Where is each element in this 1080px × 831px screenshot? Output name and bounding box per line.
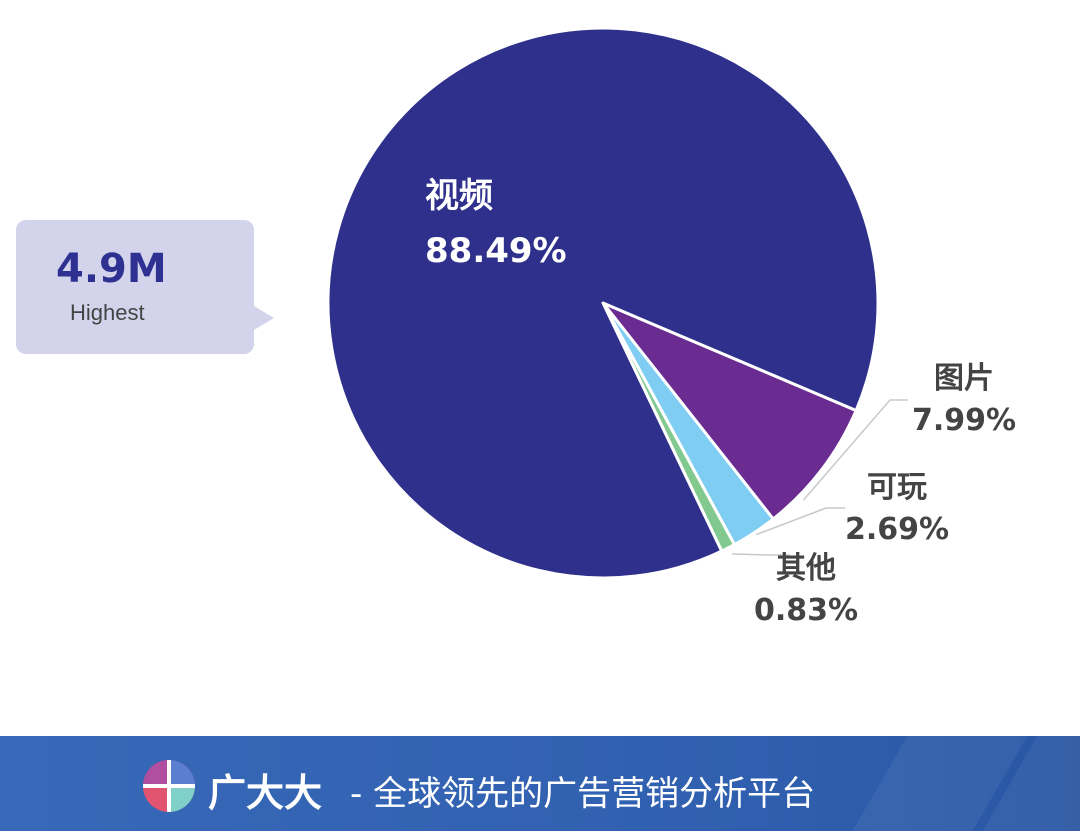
highest-value: 4.9M [56,246,167,292]
slice-percent-label: 2.69% [845,512,949,547]
slice-category-label: 可玩 [867,470,927,505]
footer-banner: 广大大 - 全球领先的广告营销分析平台 [0,736,1080,831]
leader-line [756,507,845,536]
pie-slice [326,26,880,580]
leader-line [802,399,908,501]
slice-percent-label: 88.49% [425,231,567,271]
highest-label: Highest [70,300,145,325]
slice-percent-label: 7.99% [912,403,1016,438]
slice-category-label: 视频 [425,176,493,216]
brand-name: 广大大 [208,771,323,815]
leader-line [732,553,790,556]
highest-callout: 4.9M Highest [16,220,274,354]
slice-category-label: 图片 [934,361,994,396]
pie-slice [601,301,858,521]
slice-category-label: 其他 [776,551,836,586]
brand-tagline: - 全球领先的广告营销分析平台 [350,774,816,814]
slice-percent-label: 0.83% [754,593,858,628]
pie-chart: 视频 88.49% 图片 7.99% 可玩 2.69% 其他 0.83% [326,26,1016,628]
brand-logo-icon [143,760,195,812]
